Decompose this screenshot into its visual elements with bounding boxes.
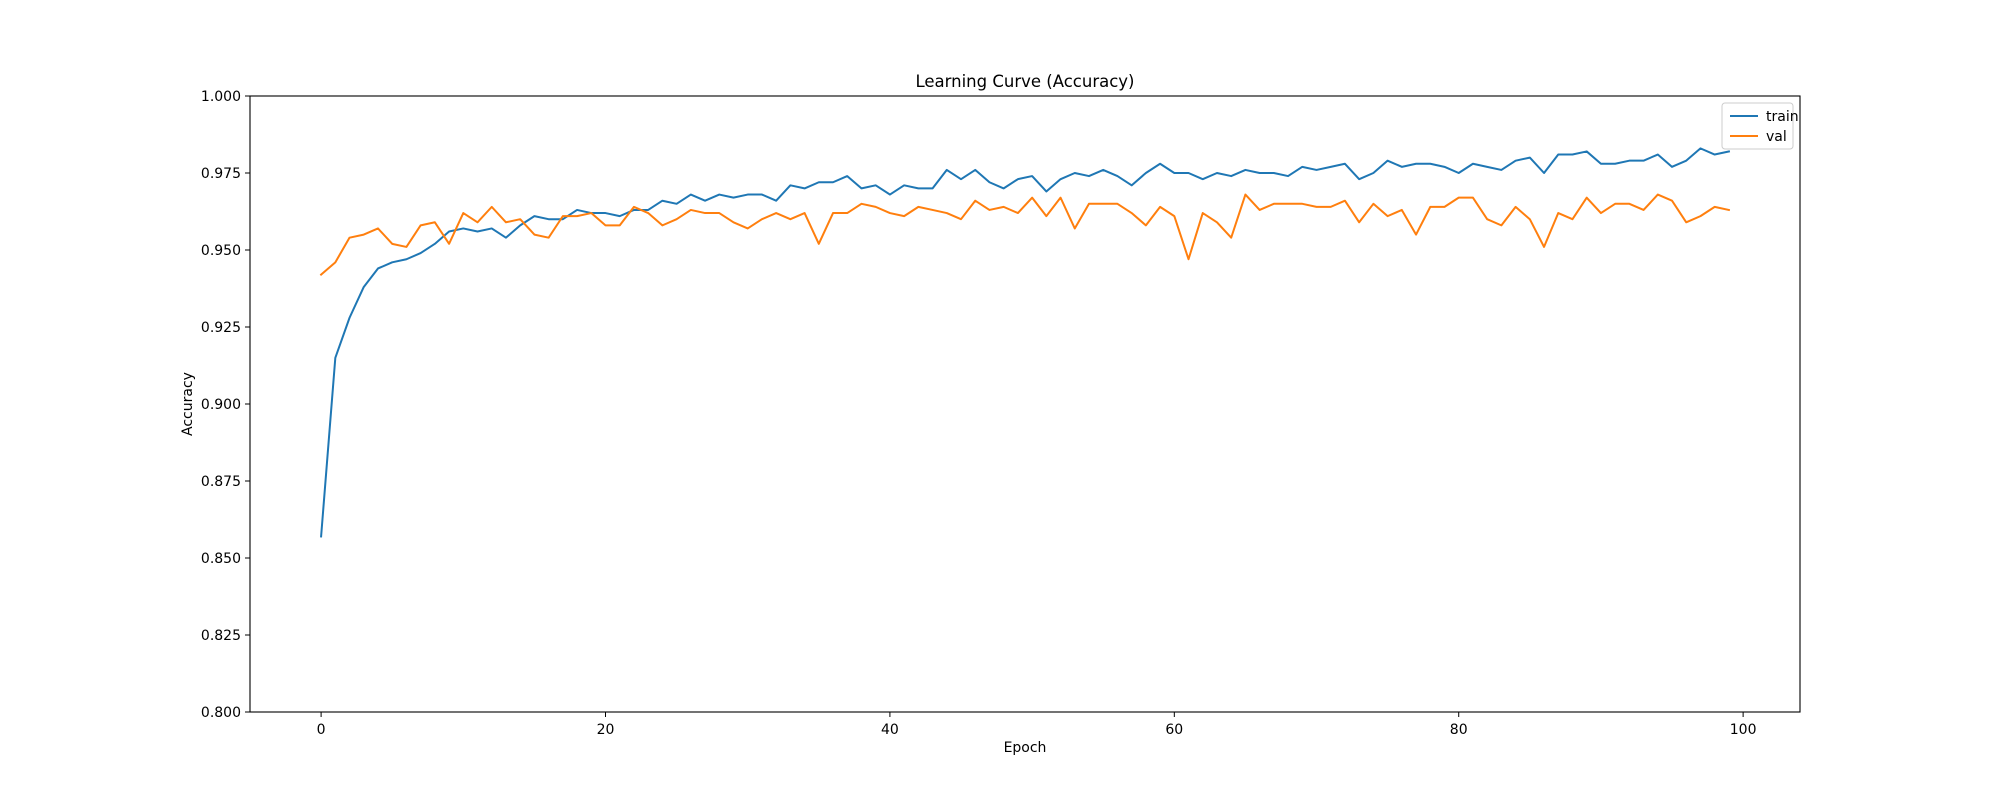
legend: train val: [1721, 102, 1799, 150]
x-tick-label: 80: [1450, 722, 1468, 738]
y-tick-label: 0.875: [201, 474, 241, 490]
y-tick-label: 0.825: [201, 628, 241, 644]
x-tick-label: 100: [1730, 722, 1757, 738]
x-tick-label: 20: [597, 722, 615, 738]
y-tick-label: 0.950: [201, 243, 241, 259]
y-tick-label: 1.000: [201, 89, 241, 105]
y-axis: 0.800 0.825 0.850 0.875 0.900 0.925 0.950 0.975…: [201, 89, 250, 721]
series-layer: [319, 147, 1731, 538]
y-axis-label: Accuracy: [180, 372, 196, 436]
y-tick-label: 0.850: [201, 551, 241, 567]
legend-label-val: val: [1766, 129, 1787, 145]
series-line-val: [319, 193, 1731, 277]
x-axis: 0 20 40 60 80 100: [317, 712, 1757, 738]
legend-label-train: train: [1766, 109, 1799, 125]
y-tick-label: 0.900: [201, 397, 241, 413]
y-tick-label: 0.800: [201, 705, 241, 721]
x-tick-label: 40: [881, 722, 899, 738]
x-tick-label: 0: [317, 722, 326, 738]
x-axis-label: Epoch: [1004, 740, 1047, 756]
legend-box: [1721, 102, 1794, 150]
chart-title: Learning Curve (Accuracy): [915, 72, 1134, 91]
x-tick-label: 60: [1165, 722, 1183, 738]
series-line-train: [320, 147, 1731, 538]
y-tick-label: 0.925: [201, 320, 241, 336]
y-tick-label: 0.975: [201, 166, 241, 182]
